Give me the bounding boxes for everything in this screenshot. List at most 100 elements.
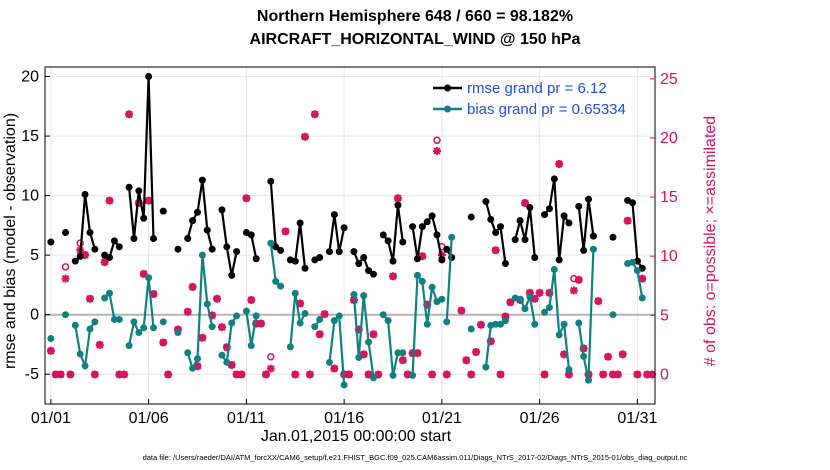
obs-assimilated-marker — [61, 274, 70, 283]
obs-assimilated-marker — [90, 370, 99, 379]
bias-point — [208, 323, 216, 331]
bias-point — [325, 358, 333, 366]
obs-assimilated-stroke — [531, 295, 539, 303]
obs-assimilated-marker — [257, 319, 266, 328]
bias-point — [228, 319, 236, 327]
rmse-point — [184, 234, 192, 242]
obs-assimilated-stroke — [599, 370, 607, 379]
bias-point — [115, 315, 123, 323]
bias-point — [575, 319, 583, 327]
rmse-point — [369, 270, 377, 278]
series-lines — [47, 73, 646, 389]
obs-assimilated-stroke — [47, 347, 55, 355]
obs-assimilated-stroke — [575, 276, 583, 284]
bias-point — [291, 289, 299, 297]
bias-point — [492, 320, 500, 328]
obs-assimilated-stroke — [198, 334, 207, 342]
obs-assimilated-stroke — [291, 370, 299, 379]
obs-assimilated-stroke — [188, 283, 197, 291]
obs-assimilated-marker — [66, 370, 75, 379]
obs-assimilated-marker — [613, 370, 622, 379]
x-tick-label: 01/06 — [129, 410, 169, 427]
obs-assimilated-marker — [301, 132, 310, 141]
bias-point — [76, 350, 84, 358]
rmse-point — [423, 218, 431, 226]
bias-point — [550, 265, 558, 273]
rmse-point — [272, 243, 280, 251]
rmse-point — [335, 248, 343, 256]
obs-assimilated-stroke — [267, 364, 275, 373]
rmse-point — [277, 246, 285, 254]
bias-point — [316, 315, 324, 323]
rmse-point — [384, 237, 392, 245]
obs-assimilated-marker — [159, 338, 168, 347]
bias-point — [159, 318, 167, 326]
obs-assimilated-stroke — [491, 246, 500, 254]
obs-assimilated-stroke — [462, 356, 471, 364]
y-axis-label: rmse and bias (model - observation) — [2, 113, 19, 369]
obs-assimilated-stroke — [364, 370, 373, 379]
bias-line-segment — [382, 313, 403, 376]
obs-assimilated-stroke — [120, 370, 128, 379]
bias-point — [335, 312, 343, 320]
obs-assimilated-stroke — [389, 272, 397, 281]
obs-assimilated-stroke — [247, 296, 255, 304]
bias-point — [409, 371, 417, 379]
bias-point — [242, 307, 250, 315]
bias-point — [223, 358, 231, 366]
legend-bias-label: bias grand pr = 0.65334 — [467, 101, 626, 118]
bias-point — [638, 294, 646, 302]
obs-assimilated-marker — [46, 346, 55, 355]
obs-assimilated-marker — [100, 258, 109, 267]
bias-point — [198, 251, 206, 259]
rmse-point — [350, 248, 358, 256]
x-tick-label: 01/31 — [617, 410, 657, 427]
obs-possible-marker — [433, 136, 441, 145]
y-tick-label: 20 — [21, 69, 39, 86]
obs-assimilated-marker — [305, 370, 314, 379]
obs-assimilated-stroke — [403, 370, 412, 379]
obs-assimilated-marker — [472, 347, 481, 356]
y2-tick-label: 20 — [660, 130, 678, 147]
bias-point — [125, 342, 133, 350]
obs-assimilated-stroke — [306, 370, 314, 379]
obs-assimilated-stroke — [257, 319, 265, 328]
bias-point — [267, 239, 275, 247]
rmse-point — [291, 257, 299, 265]
obs-assimilated-stroke — [320, 310, 329, 318]
rmse-point — [106, 254, 114, 262]
obs-assimilated-marker — [623, 216, 632, 225]
rmse-point — [247, 231, 255, 239]
obs-assimilated-marker — [535, 288, 544, 297]
rmse-point — [360, 254, 368, 262]
obs-assimilated-marker — [345, 370, 354, 379]
bias-point — [394, 349, 402, 357]
rmse-point — [379, 231, 387, 239]
obs-assimilated-marker — [457, 306, 466, 315]
obs-assimilated-marker — [213, 294, 222, 303]
bias-point — [545, 304, 553, 312]
chart-title: Northern Hemisphere 648 / 660 = 98.182% — [256, 8, 574, 25]
obs-assimilated-stroke — [443, 370, 451, 379]
obs-assimilated-stroke — [399, 356, 407, 364]
obs-assimilated-marker — [428, 370, 437, 379]
bias-point — [555, 331, 563, 339]
bias-point — [585, 376, 593, 384]
obs-assimilated-marker — [594, 297, 603, 306]
rmse-point — [110, 237, 118, 245]
bias-point — [233, 312, 241, 320]
rmse-point — [589, 232, 597, 240]
obs-assimilated-marker — [476, 320, 485, 329]
obs-assimilated-marker — [149, 290, 158, 299]
y2-axis-label: # of obs: o=possible; ×=assimilated — [702, 116, 719, 366]
obs-assimilated-marker — [198, 333, 207, 342]
obs-assimilated-stroke — [281, 227, 290, 236]
obs-assimilated-marker — [310, 110, 319, 119]
bias-point — [81, 362, 89, 370]
bias-point — [296, 319, 304, 327]
obs-assimilated-stroke — [472, 348, 480, 356]
y2-tick-label: 25 — [660, 71, 678, 88]
rmse-point — [125, 183, 133, 191]
x-tick-label: 01/26 — [520, 410, 560, 427]
